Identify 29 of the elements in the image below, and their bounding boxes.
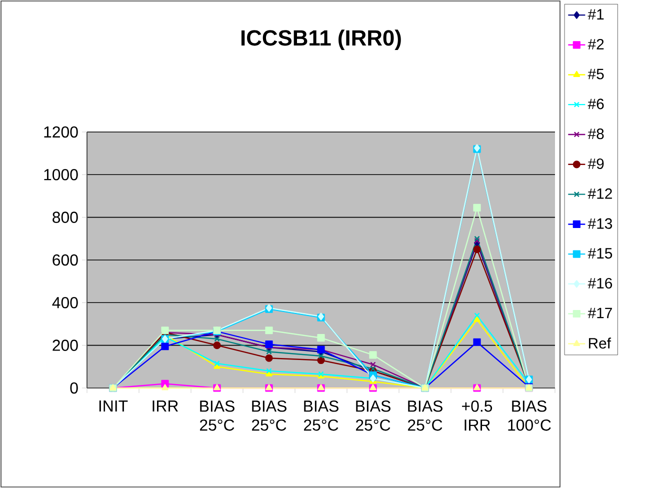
legend-label: #15 bbox=[588, 248, 612, 259]
x-tick-label: BIAS 25°C bbox=[356, 400, 390, 431]
y-tick-label: 0 bbox=[70, 382, 78, 394]
x-tick-label: BIAS 25°C bbox=[408, 400, 442, 431]
x-tick-label: BIAS 25°C bbox=[252, 400, 286, 431]
legend-label: #1 bbox=[588, 9, 604, 20]
y-tick-label: 1000 bbox=[44, 169, 78, 180]
legend-label: #13 bbox=[588, 218, 612, 229]
y-tick-label: 200 bbox=[52, 340, 78, 351]
x-tick-label: BIAS 25°C bbox=[304, 400, 338, 431]
chart-title: ICCSB11 (IRR0) bbox=[241, 30, 401, 50]
x-tick-label: +0.5 IRR bbox=[462, 400, 492, 431]
legend-label: #2 bbox=[588, 38, 604, 50]
legend-label: #16 bbox=[588, 278, 612, 289]
x-tick-label: BIAS 25°C bbox=[200, 400, 234, 431]
legend-label: #8 bbox=[588, 128, 604, 140]
legend-label: #12 bbox=[588, 188, 612, 199]
x-tick-label: INIT bbox=[99, 400, 128, 412]
y-tick-label: 600 bbox=[52, 254, 78, 266]
legend-label: #5 bbox=[588, 68, 604, 80]
legend-label: #9 bbox=[588, 158, 604, 170]
y-tick-label: 1200 bbox=[44, 126, 78, 138]
legend-label: #6 bbox=[588, 98, 604, 110]
x-tick-label: IRR bbox=[152, 400, 178, 412]
legend-label: Ref bbox=[588, 338, 612, 349]
x-tick-label: BIAS 100°C bbox=[508, 400, 551, 431]
y-tick-label: 800 bbox=[52, 212, 78, 223]
y-tick-label: 400 bbox=[52, 297, 78, 308]
legend-label: #17 bbox=[588, 308, 612, 318]
